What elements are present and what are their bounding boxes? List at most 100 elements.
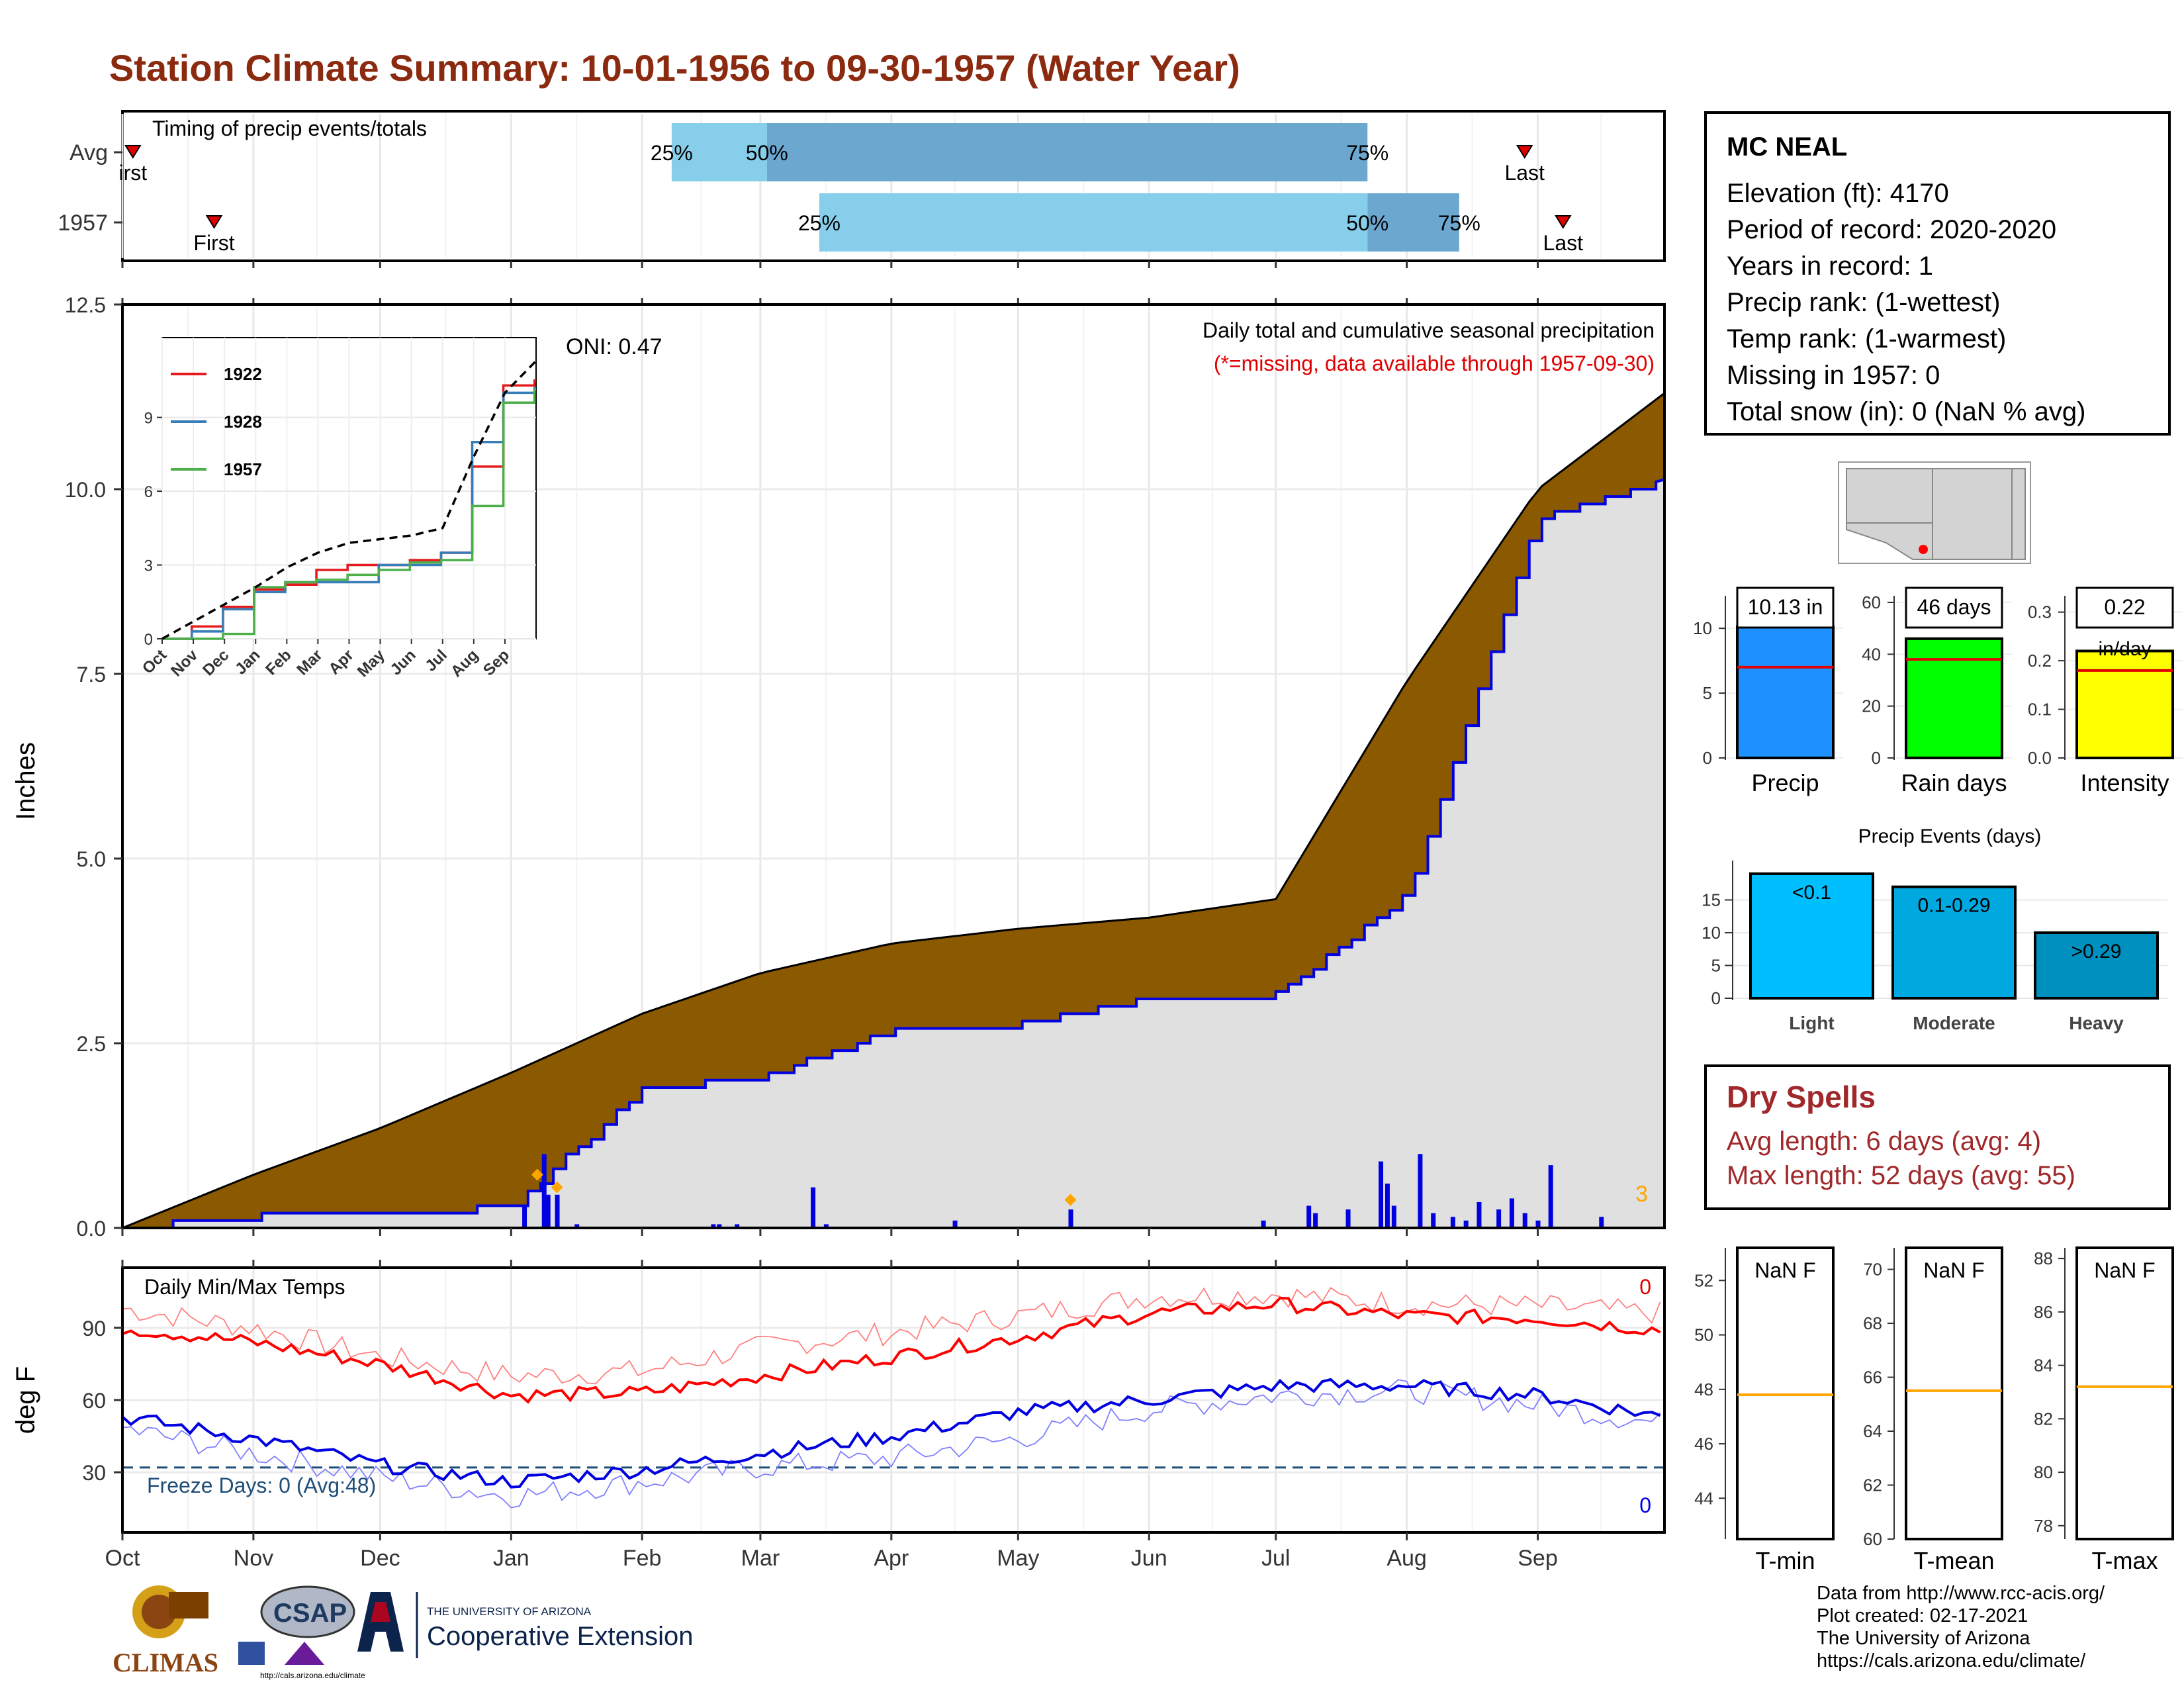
station-info-line: Temp rank: (1-warmest): [1727, 324, 2007, 353]
temp-box-ytick-label: 50: [1694, 1325, 1713, 1345]
summary-value-label: in/day: [2098, 638, 2151, 660]
inset-series-line: [162, 388, 536, 640]
legend-label: 1922: [224, 364, 262, 384]
dry-spells-avg: Avg length: 6 days (avg: 4): [1727, 1127, 2042, 1156]
csap-url: http://cals.arizona.edu/climate: [260, 1671, 365, 1680]
month-label: Oct: [105, 1546, 140, 1571]
daily-precip-bar: [1345, 1209, 1351, 1228]
precip-ytick-label: 7.5: [77, 663, 106, 686]
events-ytick-label: 5: [1711, 956, 1721, 976]
timing-bar-q25-q50: [671, 123, 767, 181]
daily-precip-bar: [522, 1205, 527, 1228]
temp-box-label: T-mean: [1913, 1547, 1994, 1574]
precip-count: 3: [1635, 1182, 1648, 1207]
station-name: MC NEAL: [1727, 132, 1848, 162]
daily-precip-bar: [1068, 1209, 1073, 1228]
snow-marker: [1064, 1194, 1077, 1206]
climas-logo: CLIMAS: [113, 1585, 218, 1677]
dry-spells-title: Dry Spells: [1727, 1080, 1876, 1114]
temp-box: [2075, 1246, 2174, 1540]
timing-label: Timing of precip events/totals: [152, 117, 427, 140]
precip-ytick-label: 12.5: [65, 293, 106, 317]
events-title: Precip Events (days): [1858, 825, 2042, 847]
month-label: Mar: [741, 1546, 780, 1571]
event-category-label: Moderate: [1913, 1013, 1995, 1033]
timing-q25-label: 25%: [651, 141, 693, 165]
summary-ytick-label: 40: [1862, 644, 1881, 664]
summary-value-label: 10.13 in: [1748, 595, 1823, 619]
daily-precip-bar: [711, 1224, 716, 1228]
summary-bar-label: Rain days: [1901, 769, 2007, 796]
temp-ylabel: deg F: [11, 1366, 40, 1434]
daily-precip-bar: [1385, 1184, 1390, 1228]
temp-box-value: NaN F: [1754, 1258, 1815, 1282]
csap-logo-text: CSAP: [273, 1599, 347, 1628]
summary-bar: [1736, 625, 1835, 760]
station-info-box: MC NEAL Elevation (ft): 4170 Period of r…: [1704, 111, 2171, 436]
summary-value-label: 0.22: [2104, 595, 2145, 619]
events-ytick-label: 15: [1702, 890, 1721, 910]
daily-precip-bar: [823, 1224, 829, 1228]
temp-series-line: [122, 1379, 1661, 1509]
summary-value-box: [2075, 586, 2174, 629]
temp-ytick-label: 90: [82, 1317, 106, 1340]
month-label: Jul: [1261, 1546, 1290, 1571]
temp-box-ytick-label: 78: [2034, 1516, 2053, 1536]
station-info-line: Precip rank: (1-wettest): [1727, 288, 2001, 317]
timing-row-label: 1957: [58, 211, 108, 236]
daily-precip-bar: [555, 1194, 560, 1228]
legend-label: 1928: [224, 412, 262, 432]
summary-bar: [1905, 637, 2003, 759]
temp-ytick-label: 60: [82, 1389, 106, 1413]
daily-precip-bar: [735, 1224, 740, 1228]
event-bar: [1891, 885, 2017, 1000]
station-info-line: Missing in 1957: 0: [1727, 361, 1940, 390]
precip-note: Daily total and cumulative seasonal prec…: [1203, 318, 1655, 342]
legend-label: 1957: [224, 459, 262, 479]
inset-series-line: [162, 387, 536, 640]
summary-value-box: [1736, 586, 1835, 629]
summary-ytick-label: 10: [1693, 618, 1712, 638]
daily-precip-bar: [1261, 1220, 1266, 1228]
timing-bar-q50-q75: [1367, 193, 1459, 252]
temp-box-ytick-label: 86: [2034, 1302, 2053, 1322]
temp-box-value: NaN F: [1923, 1258, 1984, 1282]
precip-missing-note: (*=missing, data available through 1957-…: [1214, 352, 1655, 375]
observed-cumulative-line: [122, 478, 1665, 1229]
daily-precip-bar: [1391, 1205, 1396, 1228]
temp-box-value: NaN F: [2094, 1258, 2155, 1282]
ua-big-text: Cooperative Extension: [427, 1622, 693, 1651]
timing-row-label: Avg: [69, 140, 108, 165]
daily-precip-bar: [1509, 1198, 1514, 1228]
event-bin-label: 0.1-0.29: [1917, 895, 1990, 917]
summary-ytick-label: 0: [1872, 748, 1881, 768]
temp-box-ytick-label: 66: [1863, 1368, 1882, 1387]
temp-box-ytick-label: 80: [2034, 1462, 2053, 1482]
first-event-marker: [124, 145, 142, 159]
temp-box: [1736, 1246, 1835, 1540]
daily-precip-bar: [1463, 1220, 1469, 1228]
event-category-label: Light: [1789, 1013, 1834, 1033]
events-ytick-label: 0: [1711, 988, 1721, 1008]
daily-precip-bar: [1431, 1213, 1436, 1228]
temp-box: [1905, 1246, 2003, 1540]
daily-precip-bar: [541, 1154, 547, 1228]
station-info-line: Period of record: 2020-2020: [1727, 215, 2057, 244]
snow-marker: [551, 1181, 563, 1194]
summary-ytick-label: 0: [1703, 748, 1712, 768]
daily-precip-bar: [545, 1194, 551, 1228]
daily-precip-bar: [811, 1187, 816, 1228]
summary-bar: [2075, 649, 2174, 759]
summary-ytick-label: 20: [1862, 696, 1881, 716]
inset-series-line: [161, 359, 537, 640]
month-label: Nov: [234, 1546, 273, 1571]
temp-box-ytick-label: 52: [1694, 1270, 1713, 1290]
daily-precip-bar: [1418, 1154, 1423, 1228]
daily-precip-bar: [1306, 1205, 1312, 1228]
month-label: Feb: [623, 1546, 662, 1571]
timing-q75-label: 75%: [1438, 211, 1480, 235]
temp-title: Daily Min/Max Temps: [144, 1275, 345, 1299]
inset-ytick-label: 9: [144, 410, 153, 428]
